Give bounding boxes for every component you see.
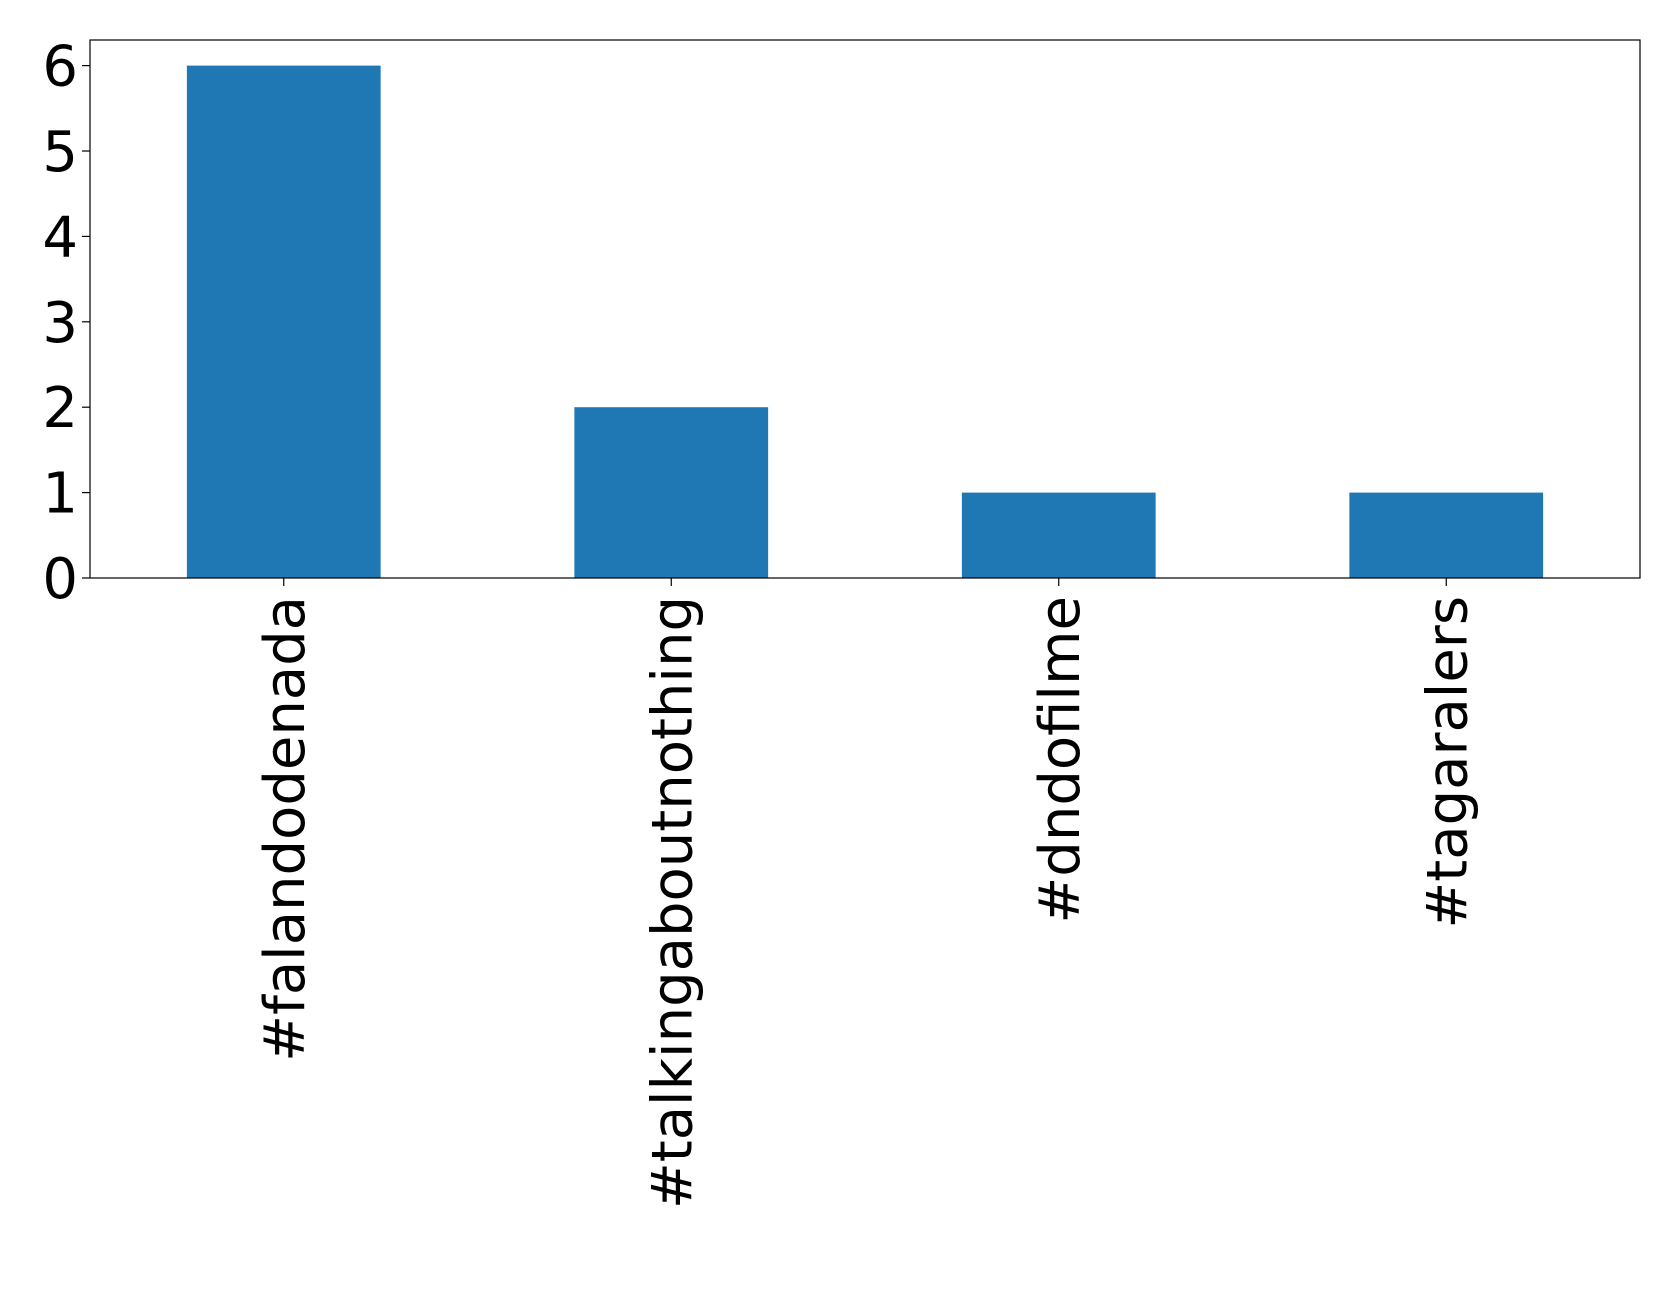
bar (574, 407, 769, 578)
y-tick-label: 1 (42, 462, 78, 527)
y-tick-label: 0 (42, 547, 78, 612)
y-tick-label: 2 (42, 376, 78, 441)
bar (186, 65, 381, 579)
bar (1349, 492, 1544, 578)
y-tick-label: 3 (42, 291, 78, 356)
y-tick-label: 4 (42, 205, 78, 270)
x-tick-label: #talkingaboutnothing (640, 596, 705, 1209)
y-tick-label: 6 (42, 35, 78, 100)
x-tick-label: #dndofilme (1028, 596, 1093, 924)
plot-frame (89, 39, 1641, 579)
x-tick-label: #falandodenada (253, 596, 318, 1062)
x-tick-label: #tagaralers (1415, 596, 1480, 929)
y-tick-label: 5 (42, 120, 78, 185)
bar (961, 492, 1156, 578)
